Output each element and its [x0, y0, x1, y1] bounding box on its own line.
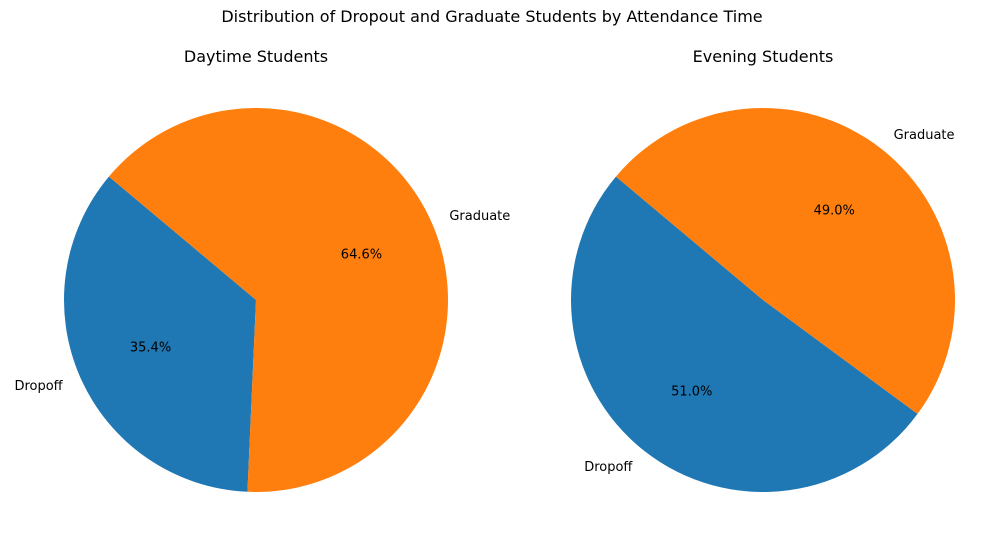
evening-slice-dropoff — [571, 176, 918, 492]
evening-pie-title: Evening Students — [693, 47, 834, 66]
evening-label-dropoff: Dropoff — [584, 460, 633, 475]
figure-title: Distribution of Dropout and Graduate Stu… — [221, 7, 763, 26]
daytime-slice-graduate — [108, 108, 449, 493]
daytime-pie-title: Daytime Students — [184, 47, 328, 66]
daytime-pie: Daytime Students Dropoff 35.4% Graduate 64.6… — [14, 47, 510, 493]
evening-pie: Evening Students Dropoff 51.0% Graduate 49.0… — [571, 47, 956, 492]
daytime-slice-dropoff — [64, 176, 257, 492]
evening-label-graduate: Graduate — [894, 128, 955, 143]
evening-pct-dropoff: 51.0% — [671, 385, 712, 400]
daytime-pct-dropoff: 35.4% — [130, 340, 171, 355]
evening-slice-graduate — [615, 107, 956, 414]
evening-pct-graduate: 49.0% — [814, 203, 855, 218]
daytime-pct-graduate: 64.6% — [341, 248, 382, 263]
daytime-label-dropoff: Dropoff — [14, 379, 63, 394]
daytime-label-graduate: Graduate — [449, 209, 510, 224]
